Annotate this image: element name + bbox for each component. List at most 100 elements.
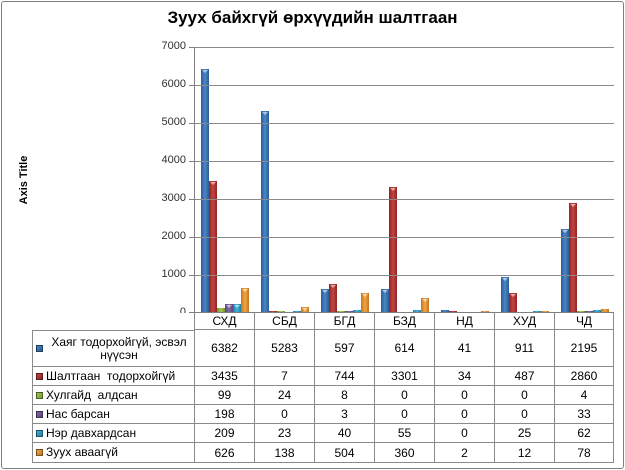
value-cell: 40 <box>314 424 374 443</box>
bar-bevel-highlight <box>302 308 308 311</box>
y-axis-tick <box>189 237 195 238</box>
gridline <box>195 199 614 200</box>
legend-key-icon <box>36 429 43 437</box>
y-axis-tick <box>189 161 195 162</box>
bar <box>441 310 449 312</box>
bar <box>509 293 517 312</box>
bar <box>561 229 569 312</box>
value-cell: 2195 <box>554 330 614 367</box>
value-cell: 2 <box>434 443 494 463</box>
legend-key-icon <box>36 410 43 418</box>
value-cell: 0 <box>494 405 554 424</box>
value-cell: 55 <box>374 424 434 443</box>
bar <box>413 310 421 312</box>
value-cell: 198 <box>194 405 254 424</box>
category-header-СХД: СХД <box>194 313 254 330</box>
value-cell: 209 <box>194 424 254 443</box>
value-cell: 78 <box>554 443 614 463</box>
bar <box>269 311 277 312</box>
bar-bevel-highlight <box>570 204 576 207</box>
series-name: Нэр давхардсан <box>46 425 137 440</box>
legend-key-icon <box>36 372 43 380</box>
value-cell: 3 <box>314 405 374 424</box>
bar-bevel-highlight <box>226 305 232 308</box>
category-header-БГД: БГД <box>314 313 374 330</box>
series-name: Нас барсан <box>46 406 110 421</box>
value-cell: 34 <box>434 367 494 386</box>
bar <box>421 298 429 312</box>
series-name: Хулгайд алдсан <box>46 387 138 402</box>
bar <box>337 311 345 312</box>
value-cell: 614 <box>374 330 434 367</box>
category-header-СБД: СБД <box>254 313 314 330</box>
value-cell: 138 <box>254 443 314 463</box>
category-header-ЧД: ЧД <box>554 313 614 330</box>
value-cell: 504 <box>314 443 374 463</box>
bar <box>353 310 361 312</box>
value-cell: 23 <box>254 424 314 443</box>
bar-bevel-highlight <box>382 290 388 293</box>
bar-bevel-highlight <box>202 70 208 73</box>
value-cell: 911 <box>494 330 554 367</box>
bar <box>293 311 301 312</box>
value-cell: 0 <box>374 405 434 424</box>
bar-bevel-highlight <box>262 112 268 115</box>
y-axis-tick <box>189 312 195 313</box>
legend-key-icon <box>36 345 43 352</box>
bar-group-ЧД <box>555 47 615 312</box>
bar <box>361 293 369 312</box>
bar-bevel-highlight <box>234 305 240 308</box>
bar <box>217 308 225 312</box>
bar <box>569 203 577 312</box>
bar-bevel-highlight <box>422 299 428 302</box>
bar <box>389 187 397 312</box>
gridline <box>195 85 614 86</box>
value-cell: 3435 <box>194 367 254 386</box>
bar <box>209 181 217 312</box>
bar <box>381 289 389 312</box>
y-axis-tick <box>189 47 195 48</box>
value-cell: 487 <box>494 367 554 386</box>
value-cell: 62 <box>554 424 614 443</box>
gridline <box>195 161 614 162</box>
y-axis-tick <box>189 199 195 200</box>
value-cell: 4 <box>554 386 614 405</box>
data-table: СХД СБД БГД БЗД НД ХУД ЧД Хаяг тодорхойгүй, эсв… <box>32 313 614 463</box>
bar <box>225 304 233 312</box>
bar <box>301 307 309 312</box>
value-cell: 33 <box>554 405 614 424</box>
y-axis-tick-label: 7000 <box>161 40 186 52</box>
bar <box>345 311 353 312</box>
bar <box>541 311 549 312</box>
series-label-cell: Хаяг тодорхойгүй, эсвэл нүүсэн <box>32 330 194 367</box>
y-axis-tick-label: 5000 <box>161 116 186 128</box>
bar-group-БГД <box>315 47 375 312</box>
gridline <box>195 275 614 276</box>
bar <box>241 288 249 312</box>
y-axis-title: Axis Title <box>18 155 30 205</box>
value-cell: 3301 <box>374 367 434 386</box>
series-name: Зуух аваагүй <box>46 445 118 459</box>
value-cell: 5283 <box>254 330 314 367</box>
y-axis-tick <box>189 275 195 276</box>
series-name: Хаяг тодорхойгүй, эсвэл нүүсэн <box>51 334 190 362</box>
y-axis-tick-label: 3000 <box>161 192 186 204</box>
bar <box>601 309 609 312</box>
bar-groups <box>195 47 614 312</box>
value-cell: 744 <box>314 367 374 386</box>
series-label-cell: Нас барсан <box>32 405 194 424</box>
series-label-cell: Шалтгаан тодорхойгүй <box>32 367 194 386</box>
y-axis-tick-label: 0 <box>179 306 186 318</box>
value-cell: 626 <box>194 443 254 463</box>
value-cell: 360 <box>374 443 434 463</box>
table-corner-cell <box>32 313 194 330</box>
bar <box>481 311 489 312</box>
value-cell: 8 <box>314 386 374 405</box>
bar <box>277 311 285 312</box>
bar-group-НД <box>435 47 495 312</box>
gridline <box>195 123 614 124</box>
chart-title: Зуух байхгүй өрхүүдийн шалтгаан <box>167 8 458 27</box>
value-cell: 2860 <box>554 367 614 386</box>
gridline <box>195 237 614 238</box>
